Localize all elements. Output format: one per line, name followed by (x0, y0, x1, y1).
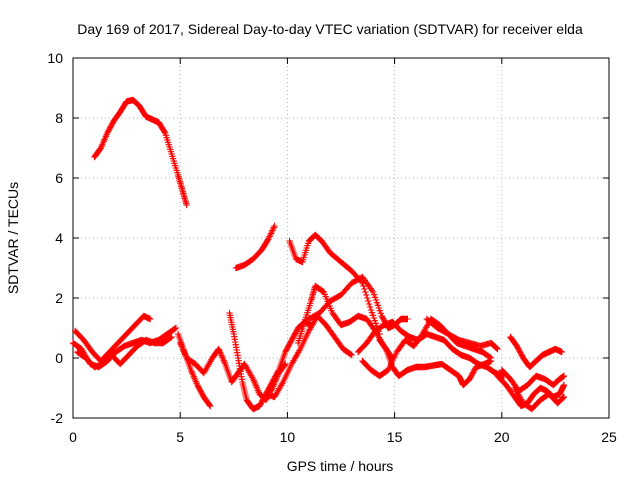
data-point (172, 324, 180, 332)
data-point (361, 285, 368, 293)
data-point (365, 300, 373, 308)
data-point (492, 344, 500, 351)
series-arc-14 (354, 318, 508, 380)
data-point (269, 227, 276, 234)
y-tick-label: 8 (55, 110, 63, 126)
x-axis-label: GPS time / hours (287, 458, 394, 474)
series-arc-6 (74, 333, 175, 371)
data-point (493, 345, 500, 352)
y-tick-label: 2 (55, 290, 63, 306)
data-point (168, 333, 175, 341)
data-point (267, 230, 275, 237)
y-axis-label: SDTVAR / TECUs (5, 182, 21, 294)
data-point (207, 402, 214, 410)
data-point (560, 394, 567, 401)
data-point (366, 303, 374, 311)
data-point (269, 225, 277, 233)
series-arc-1 (91, 96, 190, 209)
data-point (171, 325, 179, 332)
series-arc-20 (511, 384, 568, 413)
y-tick-label: 4 (55, 230, 63, 246)
series-arc-10 (262, 312, 355, 401)
y-tick-label: 0 (55, 350, 63, 366)
x-tick-label: 5 (176, 429, 184, 445)
data-point (167, 334, 174, 341)
y-tick-label: 6 (55, 170, 63, 186)
data-point (364, 294, 371, 302)
data-point (347, 351, 354, 358)
data-point (264, 236, 272, 243)
series-arc-2 (232, 222, 278, 272)
series-arc-19 (498, 366, 568, 395)
x-tick-label: 10 (280, 429, 296, 445)
data-point (560, 381, 568, 389)
data-point (560, 372, 568, 380)
data-point (364, 297, 372, 305)
data-point (271, 222, 278, 230)
data-point (558, 348, 566, 356)
data-point (281, 361, 288, 369)
y-tick-label: 10 (47, 50, 63, 66)
data-point (362, 288, 369, 296)
data-point (487, 357, 495, 365)
series-arc-16 (423, 315, 501, 353)
data-point (266, 233, 273, 240)
data-point (268, 228, 275, 236)
series-arc-17 (507, 333, 566, 371)
x-tick-label: 25 (601, 429, 617, 445)
x-tick-label: 20 (494, 429, 510, 445)
series-arc-15 (376, 336, 495, 389)
series-arc-5 (69, 324, 180, 371)
data-point (348, 351, 355, 359)
data-points (69, 96, 568, 413)
data-point (363, 291, 370, 299)
data-point (267, 231, 274, 239)
data-point (560, 393, 568, 401)
data-point (206, 401, 213, 409)
x-tick-label: 15 (387, 429, 403, 445)
data-point (161, 128, 168, 136)
chart-title: Day 169 of 2017, Sidereal Day-to-day VTE… (77, 21, 583, 37)
data-point (146, 315, 154, 323)
data-point (382, 344, 389, 352)
series-arc-18 (494, 372, 568, 410)
y-tick-label: -2 (51, 410, 64, 426)
data-point (265, 234, 273, 242)
data-point (404, 315, 411, 323)
data-point (270, 224, 278, 231)
x-tick-label: 0 (69, 429, 77, 445)
data-point (183, 201, 190, 209)
data-point (494, 345, 501, 353)
axis-ticks: 0 5 10 15 20 25 -2 0 2 4 6 8 10 (47, 50, 617, 445)
data-point (274, 368, 282, 375)
data-point (559, 395, 566, 402)
data-point (360, 282, 367, 290)
